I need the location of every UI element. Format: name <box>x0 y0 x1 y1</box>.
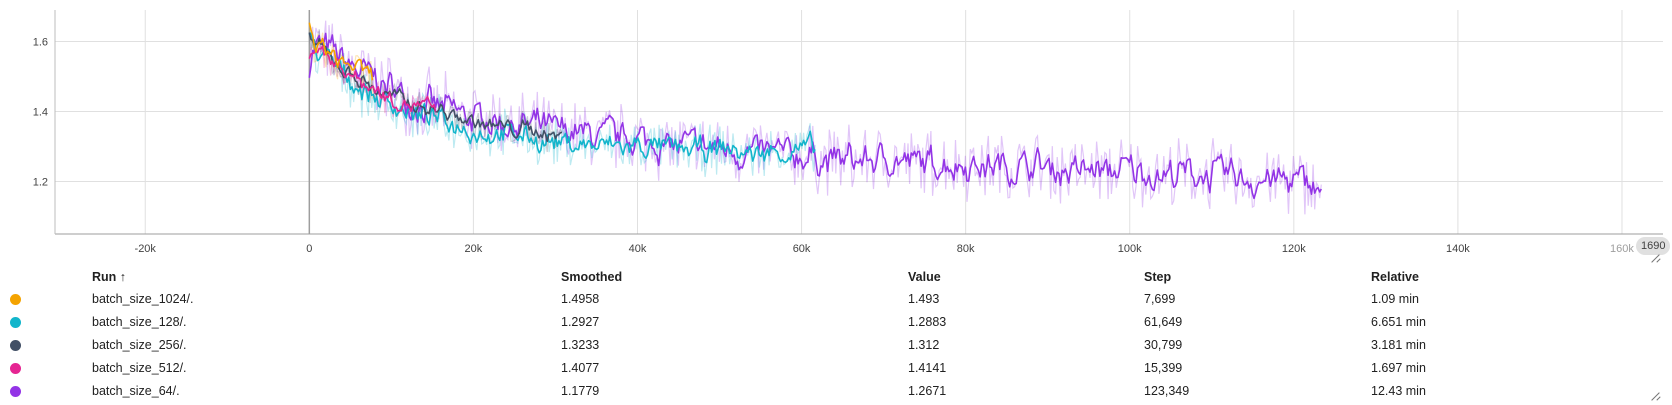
smoothed-value: 1.4077 <box>561 361 600 375</box>
relative-time: 1.697 min <box>1371 361 1426 375</box>
value: 1.2671 <box>908 384 947 398</box>
header-relative[interactable]: Relative <box>1371 270 1419 284</box>
table-row[interactable]: batch_size_64/. 1.1779 1.2671 123,349 12… <box>0 380 1672 402</box>
x-tick-label: 100k <box>1118 243 1142 255</box>
run-name: batch_size_256/. <box>92 338 187 352</box>
run-name: batch_size_1024/. <box>92 292 194 306</box>
relative-time: 6.651 min <box>1371 315 1426 329</box>
smoothed-line-batch-size-128- <box>308 32 816 164</box>
x-tick-labels: -20k 0 20k 40k 60k 80k 100k 120k 140k 160k <box>135 243 1635 255</box>
y-tick-label: 1.6 <box>33 37 48 49</box>
header-smoothed[interactable]: Smoothed <box>561 270 623 284</box>
smoothed-line-batch-size-512- <box>308 45 437 113</box>
step: 30,799 <box>1144 338 1183 352</box>
header-step[interactable]: Step <box>1144 270 1172 284</box>
table-row[interactable]: batch_size_1024/. 1.4958 1.493 7,699 1.0… <box>0 288 1672 310</box>
x-tick-label: 60k <box>793 243 811 255</box>
step: 7,699 <box>1144 292 1176 306</box>
x-tick-label: 20k <box>465 243 483 255</box>
run-color-dot <box>10 363 21 374</box>
run-color-dot <box>10 317 21 328</box>
y-tick-labels: 1.2 1.4 1.6 <box>33 37 48 189</box>
run-name: batch_size_64/. <box>92 384 180 398</box>
step: 61,649 <box>1144 315 1183 329</box>
smoothed-value: 1.2927 <box>561 315 600 329</box>
value: 1.493 <box>908 292 940 306</box>
plot-area <box>55 10 1663 234</box>
table-row[interactable]: batch_size_128/. 1.2927 1.2883 61,649 6.… <box>0 311 1672 333</box>
smoothed-line-batch-size-1024- <box>308 22 374 81</box>
smoothed-value: 1.3233 <box>561 338 600 352</box>
x-tick-label: -20k <box>135 243 157 255</box>
run-color-dot <box>10 294 21 305</box>
smoothed-value: 1.1779 <box>561 384 600 398</box>
vertical-gridlines <box>144 10 1623 234</box>
table-row[interactable]: batch_size_256/. 1.3233 1.312 30,799 3.1… <box>0 334 1672 356</box>
table-row[interactable]: batch_size_512/. 1.4077 1.4141 15,399 1.… <box>0 357 1672 379</box>
run-name: batch_size_128/. <box>92 315 187 329</box>
raw-line-batch-size-512- <box>308 42 437 123</box>
run-color-dot <box>10 386 21 397</box>
raw-line-batch-size-64- <box>308 20 1322 215</box>
y-tick-label: 1.4 <box>33 107 48 119</box>
table-resize-handle[interactable] <box>1650 390 1660 400</box>
step: 15,399 <box>1144 361 1183 375</box>
x-tick-label: 120k <box>1282 243 1306 255</box>
x-tick-label: 160k <box>1610 243 1634 255</box>
table-header: Run ↑ Smoothed Value Step Relative <box>0 266 1672 288</box>
header-value[interactable]: Value <box>908 270 941 284</box>
step: 123,349 <box>1144 384 1190 398</box>
x-tick-label: 40k <box>629 243 647 255</box>
smoothed-line-batch-size-64- <box>308 32 1323 200</box>
value: 1.312 <box>908 338 940 352</box>
x-tick-label: 0 <box>306 243 312 255</box>
value: 1.4141 <box>908 361 947 375</box>
x-tick-label: 140k <box>1446 243 1470 255</box>
value: 1.2883 <box>908 315 947 329</box>
smoothed-series <box>308 22 1323 200</box>
header-run[interactable]: Run ↑ <box>92 270 127 284</box>
chart-resize-handle[interactable] <box>1650 252 1660 262</box>
relative-time: 12.43 min <box>1371 384 1426 398</box>
smoothed-value: 1.4958 <box>561 292 600 306</box>
run-name: batch_size_512/. <box>92 361 187 375</box>
y-tick-label: 1.2 <box>33 177 48 189</box>
hover-step-badge: 1690 <box>1636 237 1671 255</box>
relative-time: 1.09 min <box>1371 292 1419 306</box>
run-color-dot <box>10 340 21 351</box>
loss-chart[interactable]: -20k 0 20k 40k 60k 80k 100k 120k 140k 160k 1.2 1.4… <box>0 0 1672 262</box>
relative-time: 3.181 min <box>1371 338 1426 352</box>
x-tick-label: 80k <box>957 243 975 255</box>
